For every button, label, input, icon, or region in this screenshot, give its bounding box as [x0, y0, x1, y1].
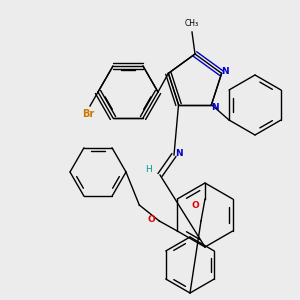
Text: H: H	[145, 166, 152, 175]
Text: O: O	[191, 200, 199, 209]
Text: N: N	[221, 67, 228, 76]
Text: Br: Br	[82, 109, 94, 119]
Text: N: N	[211, 103, 218, 112]
Text: N: N	[175, 148, 183, 158]
Text: O: O	[147, 214, 155, 224]
Text: CH₃: CH₃	[185, 20, 199, 28]
